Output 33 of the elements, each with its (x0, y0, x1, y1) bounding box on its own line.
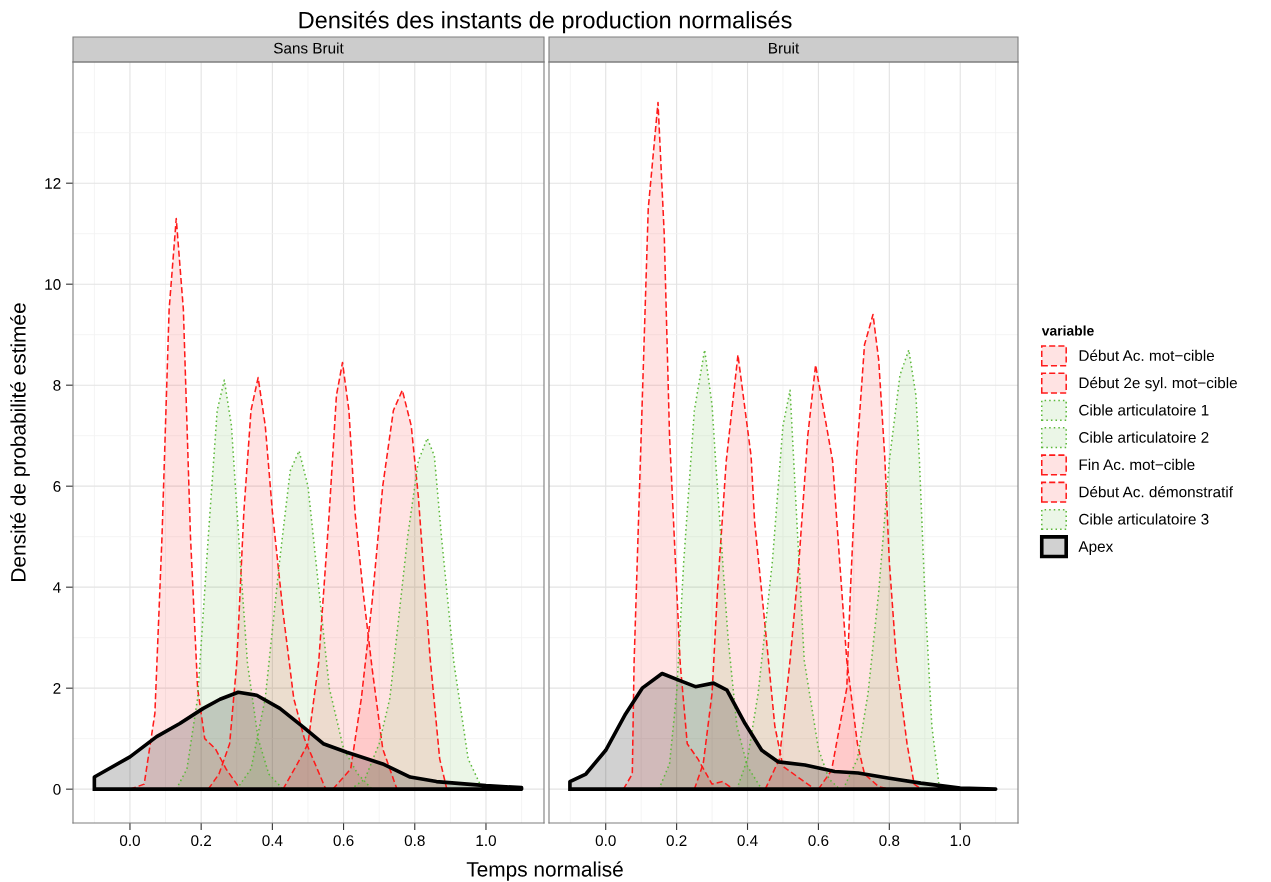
legend-title: variable (1041, 325, 1094, 336)
y-tick-label: 12 (45, 178, 61, 189)
y-tick-label: 10 (45, 279, 61, 290)
x-axis-title: Temps normalisé (466, 861, 623, 881)
chart-subtitle: Bruit (769, 42, 800, 54)
x-tick-label: 0.4 (262, 835, 283, 847)
legend-label: Cible articulatoire 3 (1079, 513, 1209, 525)
x-tick-label: 1.0 (476, 835, 496, 847)
y-tick-label: 8 (53, 380, 61, 391)
legend-label: Cible articulatoire 1 (1079, 404, 1209, 416)
legend-label: Début Ac. mot−cible (1079, 349, 1215, 361)
x-tick-label: 0.2 (191, 835, 212, 847)
x-tick-label: 0.6 (808, 835, 829, 847)
y-tick-label: 4 (53, 582, 61, 593)
x-tick-label: 0.8 (879, 835, 900, 847)
x-tick-label: 0.4 (737, 835, 758, 847)
x-tick-label: 0.0 (119, 835, 140, 847)
y-tick-label: 0 (53, 784, 61, 795)
x-tick-label: 0.8 (404, 835, 425, 847)
x-tick-label: 0.0 (595, 835, 616, 847)
x-tick-label: 0.6 (333, 835, 354, 847)
legend-label: Apex (1078, 541, 1114, 555)
chart-subtitle: Sans Bruit (273, 42, 344, 54)
y-axis-title: Densité de probabilité estimée (10, 303, 30, 581)
x-tick-label: 0.2 (666, 835, 687, 847)
legend-label: Début Ac. démonstratif (1079, 485, 1233, 498)
y-tick-label: 6 (53, 481, 61, 492)
legend-label: Cible articulatoire 2 (1079, 431, 1209, 443)
legend-label: Début 2e syl. mot−cible (1079, 376, 1237, 392)
legend-label: Fin Ac. mot−cible (1079, 458, 1195, 471)
y-tick-label: 2 (53, 683, 61, 694)
chart-title: Densités des instants de production normalisés (299, 10, 792, 34)
x-tick-label: 1.0 (950, 835, 971, 847)
